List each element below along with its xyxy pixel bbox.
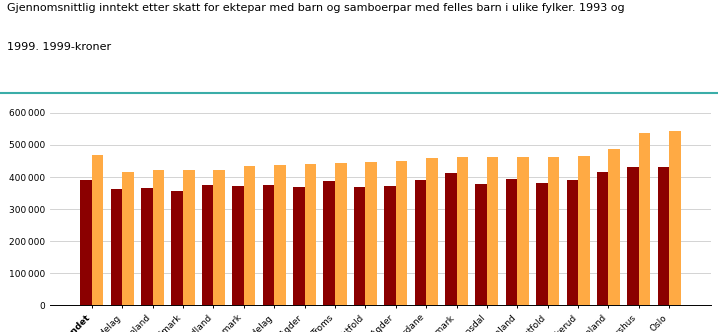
Bar bbox=[304, 164, 316, 305]
Bar bbox=[202, 185, 213, 305]
Bar bbox=[487, 157, 498, 305]
Bar bbox=[111, 189, 122, 305]
Bar bbox=[548, 156, 559, 305]
Bar bbox=[365, 162, 377, 305]
Bar bbox=[475, 185, 487, 305]
Bar bbox=[457, 157, 468, 305]
Bar bbox=[608, 149, 620, 305]
Bar bbox=[658, 167, 669, 305]
Bar bbox=[80, 180, 92, 305]
Bar bbox=[153, 170, 164, 305]
Bar bbox=[293, 187, 304, 305]
Bar bbox=[536, 183, 548, 305]
Text: 1999. 1999-kroner: 1999. 1999-kroner bbox=[7, 42, 111, 51]
Bar bbox=[567, 180, 578, 305]
Bar bbox=[578, 156, 589, 305]
Bar bbox=[183, 170, 195, 305]
Text: Gjennomsnittlig inntekt etter skatt for ektepar med barn og samboerpar med felle: Gjennomsnittlig inntekt etter skatt for … bbox=[7, 3, 625, 13]
Bar bbox=[92, 155, 103, 305]
Bar bbox=[384, 186, 396, 305]
Bar bbox=[669, 130, 681, 305]
Bar bbox=[323, 181, 335, 305]
Bar bbox=[505, 179, 517, 305]
Bar bbox=[122, 172, 134, 305]
Bar bbox=[232, 186, 244, 305]
Bar bbox=[414, 180, 426, 305]
Bar bbox=[628, 167, 639, 305]
Bar bbox=[244, 166, 256, 305]
Bar bbox=[445, 173, 457, 305]
Bar bbox=[141, 188, 153, 305]
Bar bbox=[517, 157, 529, 305]
Bar bbox=[335, 163, 347, 305]
Bar bbox=[263, 185, 274, 305]
Bar bbox=[354, 187, 365, 305]
Bar bbox=[597, 172, 608, 305]
Bar bbox=[213, 170, 225, 305]
Bar bbox=[639, 133, 651, 305]
Bar bbox=[426, 158, 438, 305]
Bar bbox=[396, 161, 407, 305]
Bar bbox=[172, 191, 183, 305]
Bar bbox=[274, 165, 286, 305]
